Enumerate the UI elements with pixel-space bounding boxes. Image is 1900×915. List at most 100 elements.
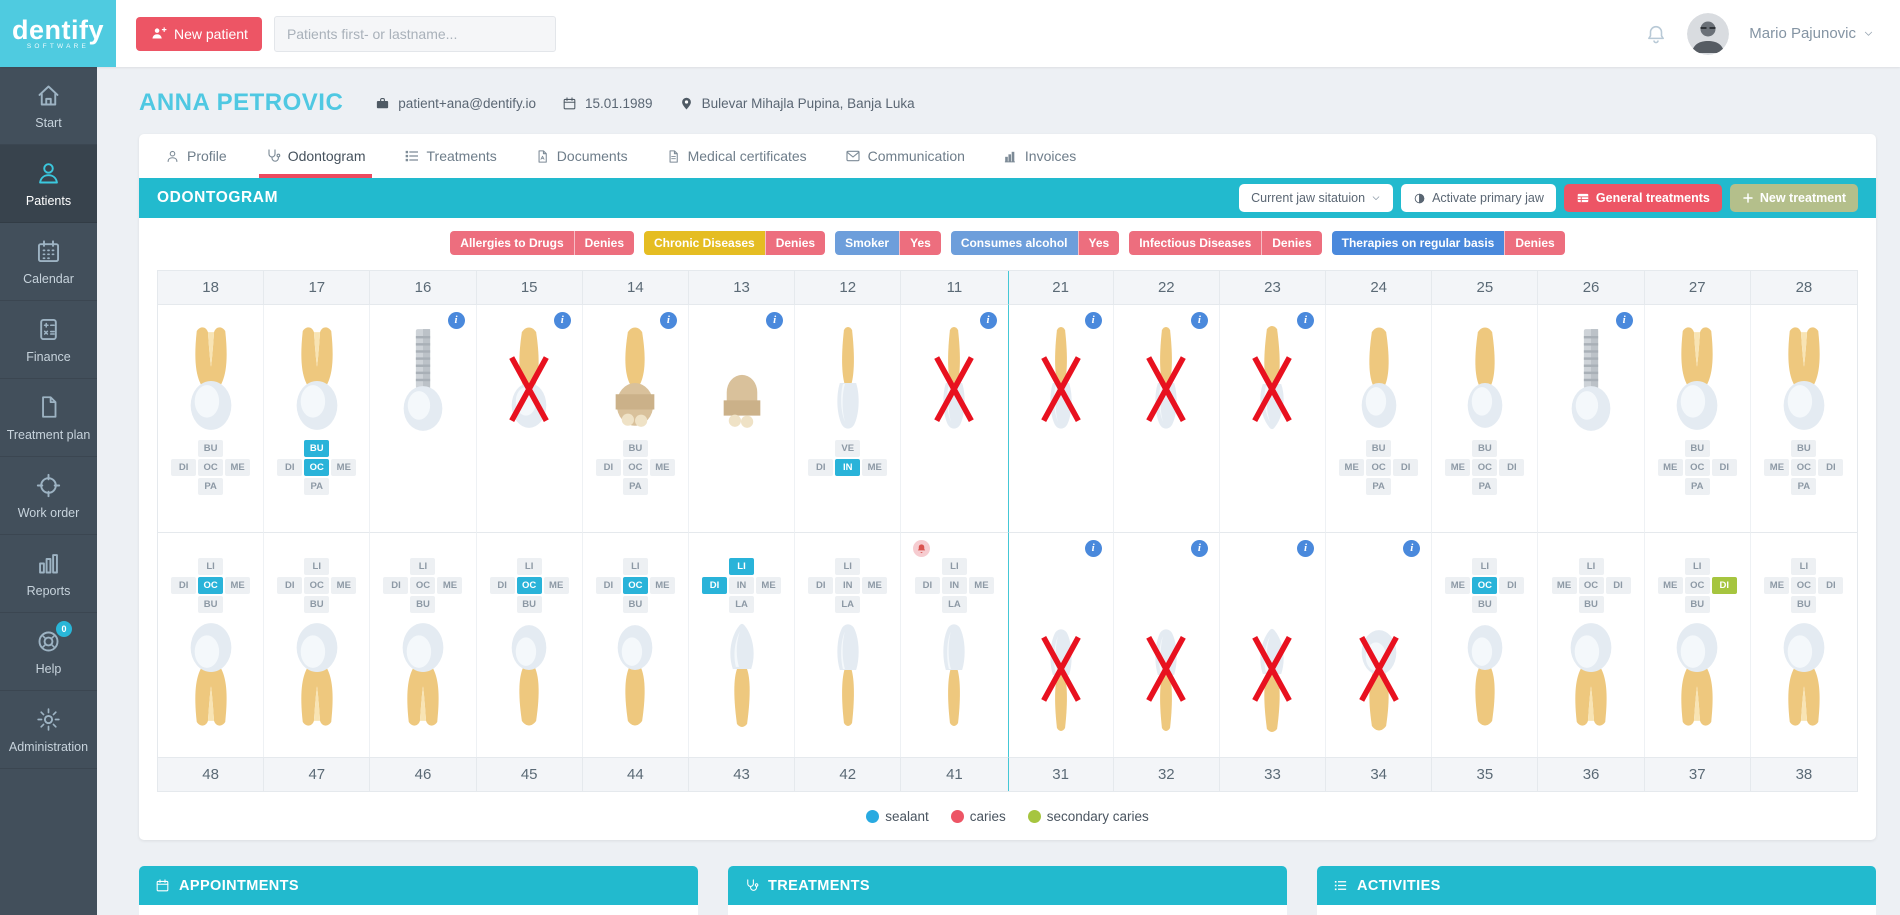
surface-chip-ME[interactable]: ME bbox=[1764, 577, 1790, 594]
info-icon[interactable]: i bbox=[1615, 312, 1633, 329]
info-icon[interactable]: i bbox=[1297, 312, 1315, 329]
tooth-cell-32[interactable]: i bbox=[1114, 533, 1220, 757]
tab-profile[interactable]: Profile bbox=[165, 134, 227, 178]
tooth-image[interactable] bbox=[1454, 311, 1516, 437]
tooth-cell-38[interactable]: LI ME OC DI BU bbox=[1751, 533, 1857, 757]
surface-chip-BU[interactable]: BU bbox=[1791, 440, 1817, 457]
tooth-cell-45[interactable]: LI DI OC ME BU bbox=[477, 533, 583, 757]
sidebar-item-finance[interactable]: Finance bbox=[0, 301, 97, 379]
tooth-image[interactable] bbox=[1773, 311, 1835, 437]
user-menu[interactable]: Mario Pajunovic bbox=[1749, 25, 1874, 42]
surface-chip-VE[interactable]: VE bbox=[835, 440, 861, 457]
tooth-cell-34[interactable]: i bbox=[1326, 533, 1433, 757]
surface-chip-BU[interactable]: BU bbox=[1791, 596, 1817, 613]
tooth-cell-11[interactable]: i bbox=[901, 305, 1008, 533]
surface-chip-DI[interactable]: DI bbox=[914, 577, 940, 594]
surface-chip-DI[interactable]: DI bbox=[1711, 459, 1737, 476]
tooth-image[interactable] bbox=[1666, 616, 1728, 734]
tooth-image[interactable] bbox=[923, 616, 985, 734]
surface-chip-IN[interactable]: IN bbox=[835, 577, 861, 594]
surface-chip-PA[interactable]: PA bbox=[1366, 478, 1392, 495]
surface-chip-LI[interactable]: LI bbox=[622, 558, 648, 575]
surface-chip-BU[interactable]: BU bbox=[622, 596, 648, 613]
tooth-image[interactable] bbox=[1135, 621, 1197, 739]
tooth-image[interactable] bbox=[1348, 621, 1410, 739]
surface-chip-OC[interactable]: OC bbox=[1684, 577, 1710, 594]
info-icon[interactable]: i bbox=[553, 312, 571, 329]
tooth-image[interactable] bbox=[498, 311, 560, 437]
info-icon[interactable]: i bbox=[1190, 312, 1208, 329]
tab-communication[interactable]: Communication bbox=[845, 134, 965, 178]
tooth-image[interactable] bbox=[498, 616, 560, 734]
surface-chip-ME[interactable]: ME bbox=[1764, 459, 1790, 476]
tooth-cell-13[interactable]: i bbox=[688, 305, 796, 533]
info-icon[interactable]: i bbox=[766, 312, 784, 329]
surface-chip-ME[interactable]: ME bbox=[1339, 459, 1365, 476]
surface-chip-DI[interactable]: DI bbox=[1499, 577, 1525, 594]
health-flag[interactable]: Allergies to Drugs Denies bbox=[450, 231, 634, 255]
surface-chip-ME[interactable]: ME bbox=[862, 459, 888, 476]
surface-chip-DI[interactable]: DI bbox=[702, 577, 728, 594]
surface-chip-ME[interactable]: ME bbox=[1551, 577, 1577, 594]
sidebar-item-help[interactable]: 0 Help bbox=[0, 613, 97, 691]
surface-chip-DI[interactable]: DI bbox=[277, 459, 303, 476]
surface-chip-OC[interactable]: OC bbox=[1472, 459, 1498, 476]
health-flag[interactable]: Smoker Yes bbox=[835, 231, 941, 255]
surface-chip-ME[interactable]: ME bbox=[225, 459, 251, 476]
surface-chip-ME[interactable]: ME bbox=[862, 577, 888, 594]
tooth-image[interactable] bbox=[180, 616, 242, 734]
surface-chip-OC[interactable]: OC bbox=[1684, 459, 1710, 476]
surface-chip-DI[interactable]: DI bbox=[489, 577, 515, 594]
tooth-image[interactable] bbox=[1030, 621, 1092, 739]
surface-chip-LI[interactable]: LI bbox=[729, 558, 755, 575]
surface-chip-BU[interactable]: BU bbox=[1366, 440, 1392, 457]
surface-chip-OC[interactable]: OC bbox=[198, 459, 224, 476]
tab-treatments[interactable]: Treatments bbox=[404, 134, 497, 178]
tooth-image[interactable] bbox=[1560, 311, 1622, 437]
surface-chip-BU[interactable]: BU bbox=[304, 596, 330, 613]
surface-chip-OC[interactable]: OC bbox=[410, 577, 436, 594]
health-flag[interactable]: Infectious Diseases Denies bbox=[1129, 231, 1322, 255]
sidebar-item-patients[interactable]: Patients bbox=[0, 145, 97, 223]
avatar[interactable] bbox=[1687, 12, 1730, 55]
tooth-image[interactable] bbox=[604, 311, 666, 437]
surface-chip-BU[interactable]: BU bbox=[516, 596, 542, 613]
tooth-cell-47[interactable]: LI DI OC ME BU bbox=[264, 533, 371, 757]
sidebar-item-calendar[interactable]: Calendar bbox=[0, 223, 97, 301]
tooth-cell-16[interactable]: i bbox=[370, 305, 477, 533]
tooth-cell-24[interactable]: BU ME OC DI PA bbox=[1326, 305, 1433, 533]
surface-chip-BU[interactable]: BU bbox=[1472, 440, 1498, 457]
jaw-situation-select[interactable]: Current jaw sitatuion bbox=[1239, 184, 1394, 212]
surface-chip-OC[interactable]: OC bbox=[622, 459, 648, 476]
surface-chip-LI[interactable]: LI bbox=[1472, 558, 1498, 575]
tooth-image[interactable] bbox=[286, 616, 348, 734]
surface-chip-OC[interactable]: OC bbox=[1791, 577, 1817, 594]
info-icon[interactable]: i bbox=[1190, 540, 1208, 557]
general-treatments-button[interactable]: General treatments bbox=[1563, 184, 1722, 212]
tooth-image[interactable] bbox=[1241, 311, 1303, 437]
surface-chip-BU[interactable]: BU bbox=[1578, 596, 1604, 613]
surface-chip-DI[interactable]: DI bbox=[1499, 459, 1525, 476]
tooth-image[interactable] bbox=[1348, 311, 1410, 437]
tooth-image[interactable] bbox=[392, 616, 454, 734]
surface-chip-ME[interactable]: ME bbox=[1445, 459, 1471, 476]
surface-chip-ME[interactable]: ME bbox=[543, 577, 569, 594]
surface-chip-OC[interactable]: OC bbox=[304, 577, 330, 594]
surface-chip-OC[interactable]: OC bbox=[1472, 577, 1498, 594]
info-icon[interactable]: i bbox=[1084, 312, 1102, 329]
sidebar-item-treatment-plan[interactable]: Treatment plan bbox=[0, 379, 97, 457]
tooth-cell-14[interactable]: i BU DI OC ME PA bbox=[582, 305, 689, 533]
tooth-image[interactable] bbox=[1135, 311, 1197, 437]
tooth-image[interactable] bbox=[817, 311, 879, 437]
tooth-cell-42[interactable]: LI DI IN ME LA bbox=[795, 533, 902, 757]
surface-chip-IN[interactable]: IN bbox=[729, 577, 755, 594]
surface-chip-LI[interactable]: LI bbox=[941, 558, 967, 575]
sidebar-item-work-order[interactable]: Work order bbox=[0, 457, 97, 535]
surface-chip-PA[interactable]: PA bbox=[622, 478, 648, 495]
tooth-image[interactable] bbox=[392, 311, 454, 437]
surface-chip-ME[interactable]: ME bbox=[331, 459, 357, 476]
tooth-cell-48[interactable]: LI DI OC ME BU bbox=[158, 533, 265, 757]
surface-chip-DI[interactable]: DI bbox=[808, 459, 834, 476]
tab-odontogram[interactable]: Odontogram bbox=[258, 134, 372, 178]
surface-chip-PA[interactable]: PA bbox=[1684, 478, 1710, 495]
